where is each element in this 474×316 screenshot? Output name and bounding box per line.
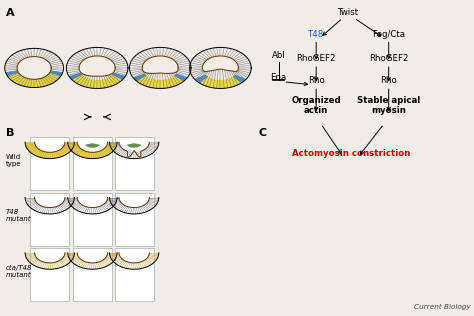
Text: Abl: Abl [272, 51, 286, 60]
Polygon shape [127, 143, 142, 148]
Polygon shape [6, 70, 18, 76]
Text: Organized
actin: Organized actin [292, 96, 341, 115]
Bar [115, 137, 154, 190]
Bar [30, 137, 69, 190]
Text: RhoGEF2: RhoGEF2 [369, 54, 409, 63]
Polygon shape [69, 73, 82, 80]
Text: C: C [258, 128, 266, 138]
Text: B: B [6, 128, 14, 138]
Polygon shape [68, 143, 117, 159]
Bar [30, 248, 69, 301]
Polygon shape [7, 72, 62, 88]
Polygon shape [233, 75, 246, 83]
Text: Twist: Twist [338, 9, 359, 17]
Polygon shape [50, 70, 63, 76]
Text: Fog/Cta: Fog/Cta [372, 30, 405, 39]
Text: Ena: Ena [271, 73, 287, 82]
Text: T48
mutant: T48 mutant [6, 210, 31, 222]
Bar [73, 137, 112, 190]
Text: RhoGEF2: RhoGEF2 [296, 54, 336, 63]
Bar [115, 193, 154, 246]
Polygon shape [85, 143, 100, 148]
Bar [73, 193, 112, 246]
Text: cta/T48
mutant: cta/T48 mutant [6, 265, 32, 278]
Polygon shape [112, 73, 126, 80]
Polygon shape [25, 143, 74, 159]
Text: Stable apical
myosin: Stable apical myosin [357, 96, 420, 115]
Polygon shape [135, 75, 185, 88]
Bar [73, 248, 112, 301]
Polygon shape [71, 74, 124, 88]
Text: Current Biology: Current Biology [414, 304, 470, 310]
Text: Rho: Rho [380, 76, 397, 85]
Text: Wild
type: Wild type [6, 154, 21, 167]
Bar [115, 248, 154, 301]
Text: A: A [6, 8, 14, 18]
Text: Actomyosin constriction: Actomyosin constriction [292, 149, 410, 158]
Polygon shape [194, 75, 208, 83]
Polygon shape [174, 74, 187, 81]
Text: Rho: Rho [308, 76, 325, 85]
Polygon shape [133, 74, 146, 81]
Text: T48: T48 [308, 30, 324, 39]
Polygon shape [197, 76, 244, 88]
Bar [30, 193, 69, 246]
